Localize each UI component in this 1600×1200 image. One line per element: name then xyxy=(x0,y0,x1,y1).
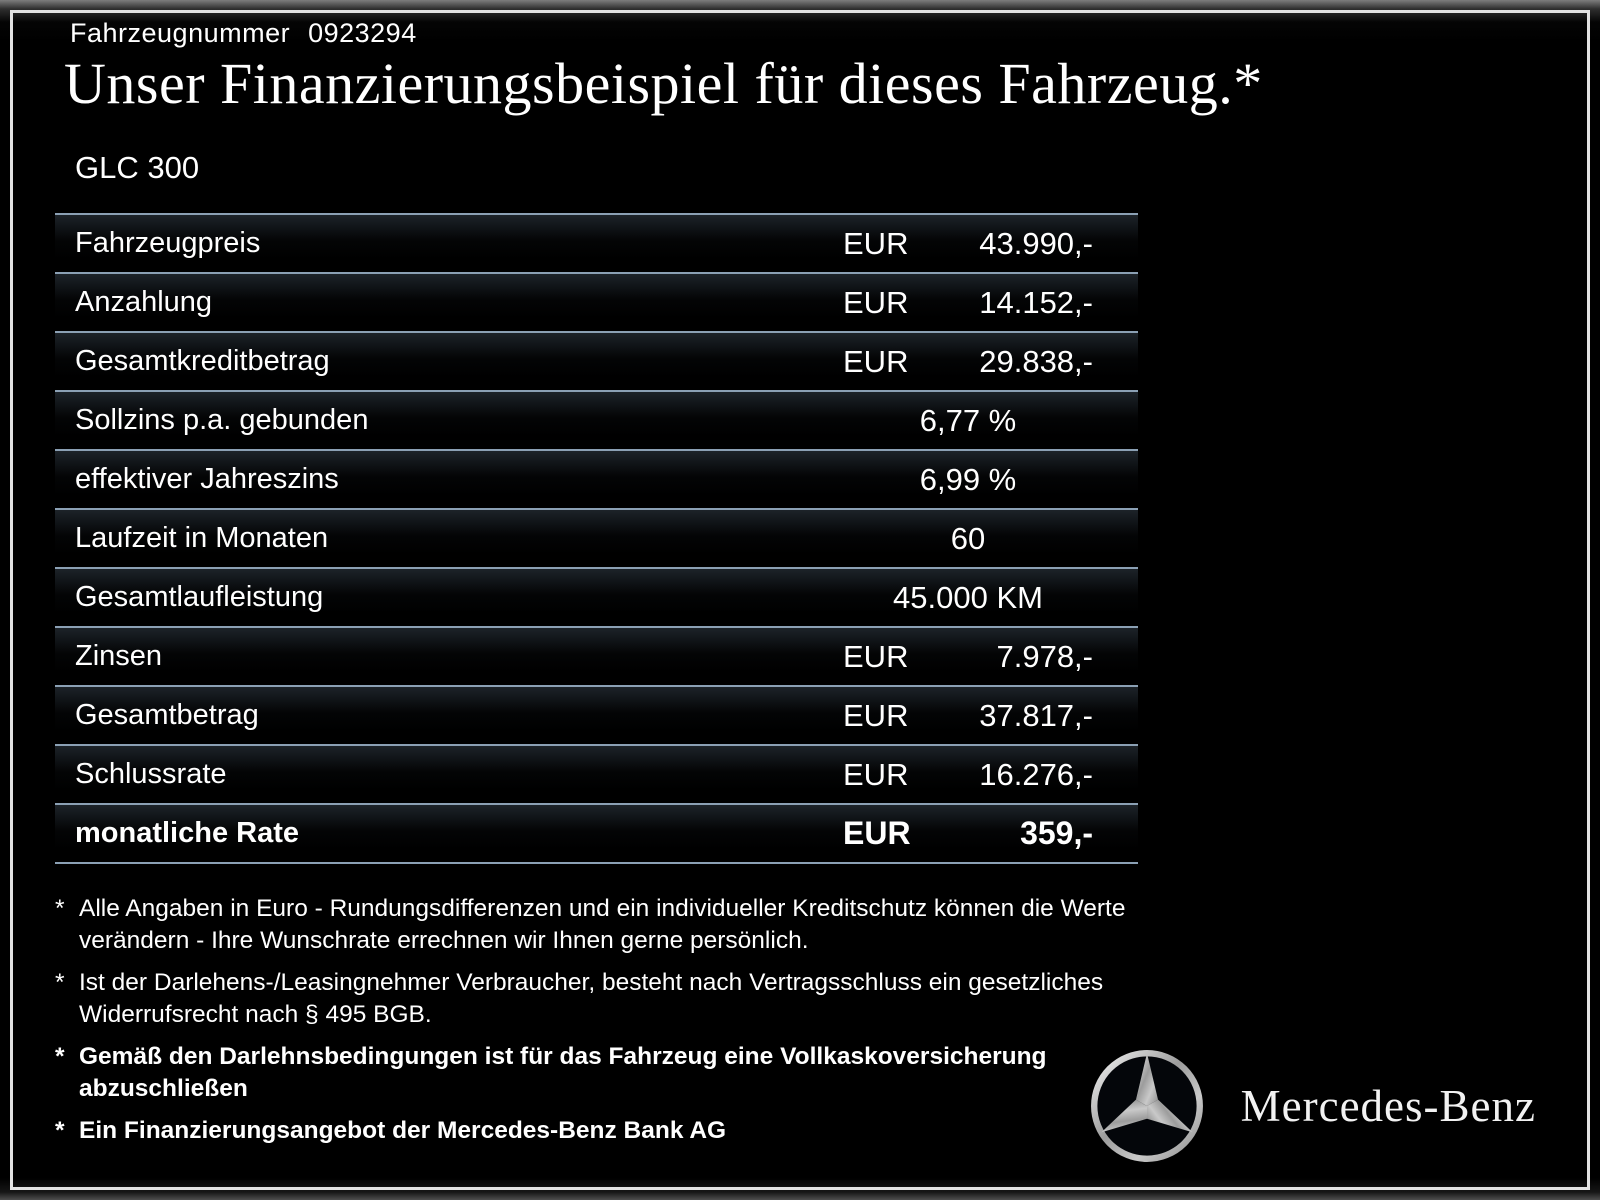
row-value: EUR 14.152,- xyxy=(843,285,1093,321)
row-value: 6,99 % xyxy=(843,462,1093,498)
row-label: Anzahlung xyxy=(75,286,213,318)
row-amount: 29.838,- xyxy=(979,343,1093,379)
table-row-sollzins: Sollzins p.a. gebunden 6,77 % xyxy=(55,390,1138,449)
footnote-widerrufsrecht: * Ist der Darlehens-/Leasingnehmer Verbr… xyxy=(55,967,1150,1031)
financing-table: Fahrzeugpreis EUR 43.990,- Anzahlung EUR 1… xyxy=(55,213,1138,864)
row-currency: EUR xyxy=(843,343,909,379)
footnotes: * Alle Angaben in Euro - Rundungsdiffere… xyxy=(55,893,1150,1157)
table-row-monatliche-rate: monatliche Rate EUR 359,- xyxy=(55,803,1138,862)
table-row-gesamtkreditbetrag: Gesamtkreditbetrag EUR 29.838,- xyxy=(55,331,1138,390)
row-label: Zinsen xyxy=(75,640,163,672)
row-label: Gesamtkreditbetrag xyxy=(75,345,330,377)
row-currency: EUR xyxy=(843,756,909,792)
vehicle-number-value: 0923294 xyxy=(308,18,417,48)
row-currency: EUR xyxy=(843,815,911,851)
table-row-gesamtlaufleistung: Gesamtlaufleistung 45.000 KM xyxy=(55,567,1138,626)
row-label: Fahrzeugpreis xyxy=(75,227,261,259)
row-label: Laufzeit in Monaten xyxy=(75,522,329,554)
footnote-text: Ein Finanzierungsangebot der Mercedes-Be… xyxy=(79,1117,727,1144)
mercedes-star-icon xyxy=(1090,1050,1203,1162)
row-value: EUR 43.990,- xyxy=(843,226,1093,262)
row-amount: 6,77 % xyxy=(919,402,1017,438)
row-value: EUR 359,- xyxy=(843,815,1093,852)
row-currency: EUR xyxy=(843,638,909,674)
table-row-effektiver-jahreszins: effektiver Jahreszins 6,99 % xyxy=(55,449,1138,508)
footnote-marker: * xyxy=(55,895,65,922)
footnote-marker: * xyxy=(55,1043,65,1070)
row-amount: 60 xyxy=(950,520,986,556)
row-amount: 37.817,- xyxy=(979,697,1093,733)
row-value: EUR 37.817,- xyxy=(843,698,1093,734)
page-title: Unser Finanzierungsbeispiel für dieses F… xyxy=(64,51,1263,116)
table-row-anzahlung: Anzahlung EUR 14.152,- xyxy=(55,272,1138,331)
footnote-vollkasko: * Gemäß den Darlehnsbedingungen ist für … xyxy=(55,1041,1150,1105)
row-value: EUR 7.978,- xyxy=(843,639,1093,675)
row-value: 60 xyxy=(843,521,1093,557)
footnote-marker: * xyxy=(55,1117,65,1144)
row-label: Gesamtbetrag xyxy=(75,699,259,731)
row-label: Sollzins p.a. gebunden xyxy=(75,404,369,436)
vehicle-number: Fahrzeugnummer 0923294 xyxy=(70,18,417,49)
row-amount: 6,99 % xyxy=(919,461,1017,497)
footnote-bank: * Ein Finanzierungsangebot der Mercedes-… xyxy=(55,1115,1150,1147)
footnote-angaben: * Alle Angaben in Euro - Rundungsdiffere… xyxy=(55,893,1150,957)
row-amount: 7.978,- xyxy=(996,638,1093,674)
row-value: EUR 29.838,- xyxy=(843,344,1093,380)
row-amount: 14.152,- xyxy=(979,284,1093,320)
footnote-text: Ist der Darlehens-/Leasingnehmer Verbrau… xyxy=(79,969,1104,1028)
row-value: 45.000 KM xyxy=(843,580,1093,616)
row-amount: 16.276,- xyxy=(979,756,1093,792)
row-label: monatliche Rate xyxy=(75,817,299,849)
table-row-zinsen: Zinsen EUR 7.978,- xyxy=(55,626,1138,685)
row-label: effektiver Jahreszins xyxy=(75,463,339,495)
table-row-fahrzeugpreis: Fahrzeugpreis EUR 43.990,- xyxy=(55,213,1138,272)
footnote-text: Alle Angaben in Euro - Rundungsdifferenz… xyxy=(79,895,1126,954)
table-row-schlussrate: Schlussrate EUR 16.276,- xyxy=(55,744,1138,803)
footnote-marker: * xyxy=(55,969,65,996)
row-amount: 359,- xyxy=(1020,815,1093,851)
row-label: Schlussrate xyxy=(75,758,227,790)
row-currency: EUR xyxy=(843,697,909,733)
brand-wordmark: Mercedes-Benz xyxy=(1240,1081,1536,1131)
table-row-laufzeit: Laufzeit in Monaten 60 xyxy=(55,508,1138,567)
brand-area: Mercedes-Benz xyxy=(1089,1048,1536,1164)
row-currency: EUR xyxy=(843,284,909,320)
footnote-text: Gemäß den Darlehnsbedingungen ist für da… xyxy=(79,1043,1047,1102)
row-amount: 45.000 KM xyxy=(893,579,1043,615)
row-label: Gesamtlaufleistung xyxy=(75,581,324,613)
vehicle-number-label: Fahrzeugnummer xyxy=(70,18,291,48)
table-row-gesamtbetrag: Gesamtbetrag EUR 37.817,- xyxy=(55,685,1138,744)
row-amount: 43.990,- xyxy=(979,225,1093,261)
vehicle-model: GLC 300 xyxy=(75,150,200,185)
row-value: 6,77 % xyxy=(843,403,1093,439)
row-value: EUR 16.276,- xyxy=(843,757,1093,793)
row-currency: EUR xyxy=(843,225,909,261)
